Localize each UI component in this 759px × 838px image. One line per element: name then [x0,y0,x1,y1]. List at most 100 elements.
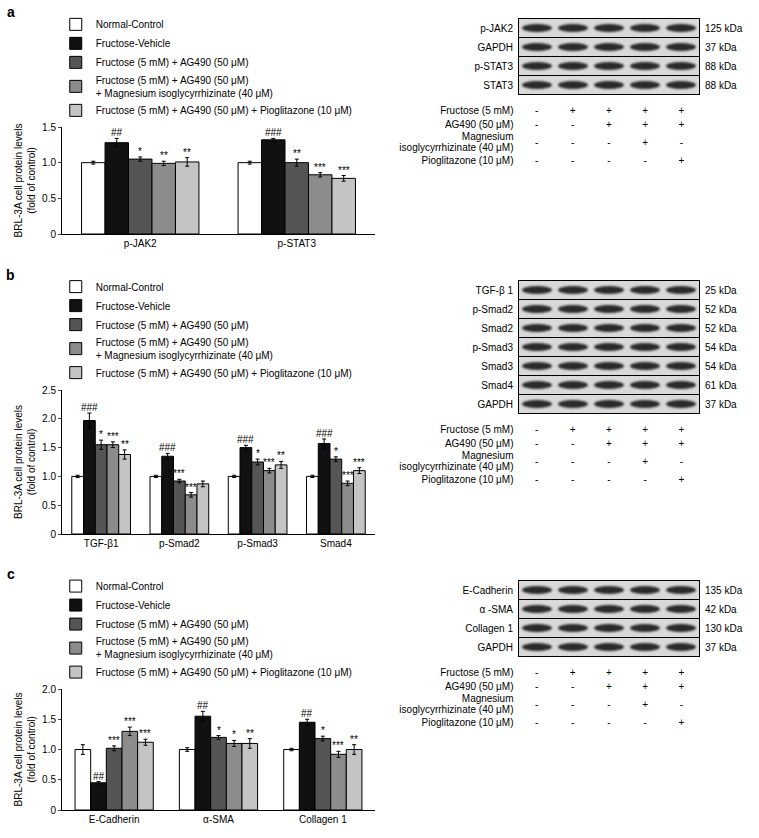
html-text:Smad2: Smad2 [481,322,513,334]
html-text:88 kDa: 88 kDa [705,79,737,91]
svg-text:0: 0 [50,229,56,240]
svg-text:1.5: 1.5 [42,442,56,453]
svg-text:***: *** [263,457,275,468]
svg-text:**: ** [350,734,358,745]
html-text:25 kDa: 25 kDa [705,284,737,296]
svg-text:0.5: 0.5 [42,193,56,204]
svg-text:Fructose-Vehicle: Fructose-Vehicle [96,301,171,312]
svg-text:p-Smad2: p-Smad2 [159,538,200,549]
svg-text:**: ** [246,728,254,739]
svg-text:Normal-Control: Normal-Control [96,282,164,293]
svg-text:###: ### [265,127,282,138]
svg-text:0: 0 [50,805,56,816]
svg-text:**: ** [160,150,168,161]
svg-text:##: ## [93,771,105,782]
svg-text:***: *** [185,482,197,493]
svg-text:***: *** [338,165,350,176]
html-text:p-STAT3: p-STAT3 [474,60,513,72]
html-text:Pioglitazone (10 μM): Pioglitazone (10 μM) [421,154,514,166]
svg-text:Fructose (5 mM) + AG490 (50 μM: Fructose (5 mM) + AG490 (50 μM) + Piogli… [96,667,352,678]
svg-text:###: ### [159,442,176,453]
svg-text:1.0: 1.0 [42,744,56,755]
svg-text:***: *** [314,162,326,173]
svg-text:Fructose (5 mM) + AG490 (50 μM: Fructose (5 mM) + AG490 (50 μM)+ Magnesi… [96,75,273,99]
svg-text:*: * [217,725,221,736]
svg-text:Fructose (5 mM) + AG490 (50 μM: Fructose (5 mM) + AG490 (50 μM) [96,57,249,68]
html-text:37 kDa: 37 kDa [705,41,737,53]
html-text:88 kDa: 88 kDa [705,60,737,72]
svg-text:c: c [7,566,15,582]
svg-text:1.5: 1.5 [42,122,56,133]
svg-text:p-Smad3: p-Smad3 [237,538,278,549]
svg-text:***: *** [353,457,365,468]
html-text:52 kDa: 52 kDa [705,303,737,315]
svg-text:**: ** [293,148,301,159]
svg-text:*: * [334,446,338,457]
svg-text:**: ** [183,147,191,158]
svg-text:###: ### [237,434,254,445]
svg-text:Collagen 1: Collagen 1 [299,814,347,825]
svg-text:b: b [6,267,15,283]
svg-text:Fructose (5 mM) + AG490 (50 μM: Fructose (5 mM) + AG490 (50 μM) + Piogli… [96,368,352,379]
svg-text:***: *** [107,431,119,442]
svg-text:0.5: 0.5 [42,774,56,785]
svg-text:Smad4: Smad4 [320,538,352,549]
svg-text:TGF-β1: TGF-β1 [84,538,119,549]
svg-text:Fructose-Vehicle: Fructose-Vehicle [96,600,171,611]
svg-text:*: * [321,725,325,736]
svg-text:***: *** [173,468,185,479]
svg-text:*: * [99,429,103,440]
svg-text:Fructose (5 mM) + AG490 (50 μM: Fructose (5 mM) + AG490 (50 μM)+ Magnesi… [96,636,273,660]
svg-text:***: *** [332,740,344,751]
svg-text:***: *** [108,735,120,746]
html-text:AG490 (50 μM): AG490 (50 μM) [444,118,514,130]
svg-text:*: * [138,146,142,157]
svg-text:*: * [256,448,260,459]
svg-text:*: * [232,729,236,740]
svg-text:a: a [7,4,15,20]
svg-text:BRL-3A cell protein levels(fol: BRL-3A cell protein levels(fold of contr… [13,405,37,519]
svg-text:Fructose (5 mM) + AG490 (50 μM: Fructose (5 mM) + AG490 (50 μM) [96,619,249,630]
svg-text:1.0: 1.0 [42,157,56,168]
svg-text:BRL-3A cell protein levels(fol: BRL-3A cell protein levels(fold of contr… [13,124,37,238]
html-text:Magnesium isoglycyrrhizinate (: Magnesium isoglycyrrhizinate (40 μM) [399,450,514,472]
svg-text:**: ** [121,439,129,450]
html-text:GAPDH: GAPDH [477,41,513,53]
svg-text:Fructose (5 mM) + AG490 (50 μM: Fructose (5 mM) + AG490 (50 μM) + Piogli… [96,105,352,116]
svg-text:Fructose (5 mM) + AG490 (50 μM: Fructose (5 mM) + AG490 (50 μM) [96,320,249,331]
svg-text:Fructose (5 mM) + AG490 (50 μM: Fructose (5 mM) + AG490 (50 μM)+ Magnesi… [96,337,273,361]
svg-text:2.5: 2.5 [42,385,56,396]
svg-text:2.0: 2.0 [42,413,56,424]
html-text:p-Smad2: p-Smad2 [472,303,513,315]
svg-text:α-SMA: α-SMA [203,814,234,825]
html-text:Magnesium isoglycyrrhizinate (: Magnesium isoglycyrrhizinate (40 μM) [399,131,514,153]
html-text:125 kDa: 125 kDa [705,22,743,34]
svg-text:Fructose-Vehicle: Fructose-Vehicle [96,38,171,49]
svg-text:##: ## [301,708,313,719]
svg-text:***: *** [124,716,136,727]
svg-text:Normal-Control: Normal-Control [96,581,164,592]
svg-text:1.0: 1.0 [42,471,56,482]
html-text:p-JAK2: p-JAK2 [480,22,513,34]
svg-text:###: ### [81,402,98,413]
svg-text:E-Cadherin: E-Cadherin [89,814,140,825]
svg-text:p-STAT3: p-STAT3 [277,238,316,249]
html-text:52 kDa: 52 kDa [705,322,737,334]
html-text:STAT3: STAT3 [483,79,513,91]
svg-text:###: ### [316,428,333,439]
svg-text:BRL-3A cell protein levels(fol: BRL-3A cell protein levels(fold of contr… [13,693,37,807]
svg-text:***: *** [342,470,354,481]
svg-text:0: 0 [50,529,56,540]
html-text:Magnesium isoglycyrrhizinate (: Magnesium isoglycyrrhizinate (40 μM) [399,693,514,715]
html-text:TGF-β 1: TGF-β 1 [475,284,513,296]
svg-text:p-JAK2: p-JAK2 [124,238,157,249]
svg-text:**: ** [277,450,285,461]
svg-text:##: ## [111,127,123,138]
html-text:Fructose (5 mM): Fructose (5 mM) [440,104,514,116]
svg-text:***: *** [139,728,151,739]
svg-text:##: ## [197,700,209,711]
svg-text:0.5: 0.5 [42,500,56,511]
svg-text:1.5: 1.5 [42,714,56,725]
svg-text:2.0: 2.0 [42,684,56,695]
svg-text:Normal-Control: Normal-Control [96,19,164,30]
